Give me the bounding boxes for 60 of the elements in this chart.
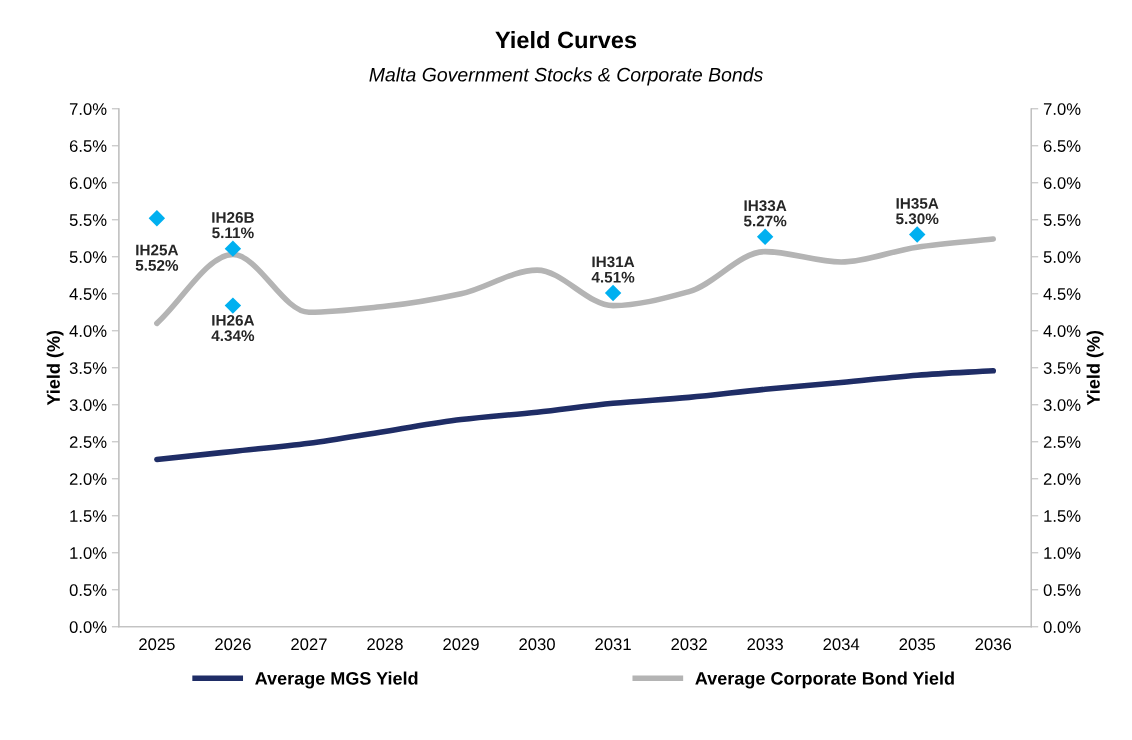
legend-label: Average MGS Yield [255,671,418,689]
y2-tick-label: 3.5% [1043,362,1081,374]
annotation: IH35A 5.30% [896,197,939,225]
y2-tick-label: 5.5% [1043,214,1081,226]
y-tick-label: 7.0% [69,103,107,115]
x-tick-label: 2036 [975,638,1012,651]
y2-tick-label: 2.5% [1043,436,1081,448]
point [224,240,242,257]
point [224,297,242,314]
point [604,284,622,302]
y-tick-label: 2.0% [69,473,107,485]
y-axis-title: Yield (%) [46,330,64,406]
y-tick-label: 0.5% [69,584,107,596]
legend-label: Average Corporate Bond Yield [695,671,954,689]
chart-subtitle: Malta Government Stocks & Corporate Bonds [369,67,763,86]
y2-tick-label: 1.0% [1044,547,1081,559]
y-tick-label: 5.5% [69,214,107,226]
annotation: IH25A 5.52% [135,244,179,271]
annotation: IH31A 4.51% [591,256,635,283]
chart-title: Yield Curves [495,30,637,49]
y2-tick-label: 1.5% [1044,510,1081,522]
x-tick-label: 2026 [215,638,251,651]
point [148,210,166,227]
annotation: IH26B 5.11% [212,212,254,239]
y2-axis-title: Yield (%) [1086,330,1104,406]
y-tick-label: 6.0% [69,177,107,189]
y2-tick-label: 3.0% [1043,399,1081,411]
x-tick-label: 2030 [519,638,555,651]
annotation: IH26A 4.34% [211,314,255,342]
y2-tick-label: 4.0% [1043,325,1081,337]
x-tick-label: 2032 [671,638,707,651]
y2-tick-label: 6.0% [1043,177,1081,189]
x-tick-label: 2034 [823,638,860,651]
x-tick-label: 2027 [291,638,327,651]
y2-tick-label: 6.5% [1043,140,1081,152]
y-tick-label: 0.0% [69,621,107,633]
y2-tick-label: 0.5% [1043,584,1081,596]
x-tick-label: 2025 [139,638,175,651]
x-tick-label: 2033 [747,638,783,651]
y-tick-label: 4.5% [69,288,107,300]
y-tick-label: 1.0% [70,547,107,559]
y-tick-label: 3.5% [69,362,107,374]
y-tick-label: 1.5% [70,510,107,522]
x-tick-label: 2031 [595,638,631,651]
point [908,226,926,243]
x-tick-label: 2029 [443,638,479,651]
x-tick-label: 2028 [367,638,403,651]
point [756,228,774,246]
y2-tick-label: 5.0% [1043,251,1081,263]
y-tick-label: 3.0% [69,399,107,411]
y2-tick-label: 7.0% [1043,103,1081,115]
y-tick-label: 2.5% [69,436,107,448]
y2-tick-label: 2.0% [1043,473,1081,485]
y2-tick-label: 4.5% [1043,288,1081,300]
y-tick-label: 6.5% [69,140,107,152]
x-tick-label: 2035 [899,638,936,651]
y-tick-label: 4.0% [69,325,107,337]
annotation: IH33A 5.27% [743,200,787,227]
y-tick-label: 5.0% [69,251,107,263]
y2-tick-label: 0.0% [1043,621,1081,633]
